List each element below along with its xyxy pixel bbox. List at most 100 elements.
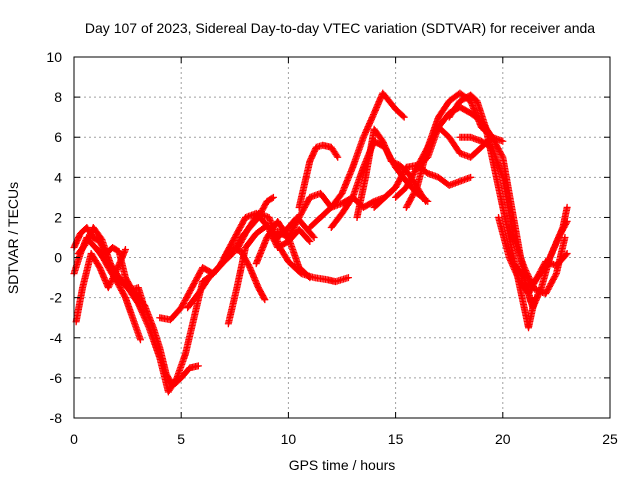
data-point [139, 310, 147, 318]
data-point [138, 307, 146, 315]
plot-frame [73, 56, 611, 419]
data-point [362, 127, 370, 135]
y-tick-label: 10 [46, 49, 62, 65]
data-point [306, 238, 314, 246]
y-tick-label: -4 [50, 330, 63, 346]
data-point [334, 153, 342, 161]
data-point [367, 117, 375, 125]
data-point [138, 309, 146, 317]
data-point [86, 229, 94, 237]
data-point [143, 319, 151, 327]
data-point [467, 173, 475, 181]
grid-lines [74, 57, 610, 418]
y-tick-label: 8 [54, 89, 62, 105]
data-point [563, 250, 571, 258]
data-point [140, 312, 148, 320]
data-point [83, 237, 91, 245]
data-point [121, 246, 129, 254]
data-point [137, 306, 145, 314]
x-tick-label: 15 [388, 431, 404, 447]
data-point [81, 240, 89, 248]
axis-ticks: 0 5 10 15 20 25 -8 -6 -4 -2 0 2 4 6 8 10 [46, 49, 618, 447]
y-tick-label: -2 [50, 290, 63, 306]
y-tick-label: 2 [54, 209, 62, 225]
data-point [81, 242, 89, 250]
x-tick-label: 25 [602, 431, 618, 447]
data-series [233, 209, 352, 286]
data-series [295, 141, 342, 211]
data-point [85, 232, 93, 240]
data-point [106, 281, 114, 289]
y-axis-label: SDTVAR / TECUs [5, 182, 21, 294]
data-point [399, 112, 407, 120]
data-point [561, 234, 569, 241]
data-point [369, 112, 377, 120]
data-point [363, 124, 371, 132]
data-point [310, 234, 318, 241]
data-point [268, 194, 276, 202]
data-point [108, 276, 116, 284]
data-point [421, 196, 429, 204]
y-tick-label: -6 [50, 370, 63, 386]
data-point [359, 133, 367, 141]
y-tick-label: 4 [54, 169, 62, 185]
data-point [365, 121, 373, 129]
data-point [361, 130, 369, 138]
data-point [104, 284, 112, 292]
data-point [107, 278, 115, 286]
y-tick-label: 6 [54, 129, 62, 145]
data-point [134, 300, 142, 308]
data-point [141, 315, 149, 323]
data-point [514, 273, 522, 281]
data-point [368, 114, 376, 122]
data-point [260, 294, 268, 302]
data-series [91, 244, 217, 396]
data-point [506, 255, 514, 263]
data-point [360, 132, 368, 140]
data-point [142, 318, 150, 326]
data-point [82, 239, 90, 247]
data-point [144, 322, 152, 330]
data-point [86, 231, 94, 239]
data-point [84, 236, 92, 244]
data-point [552, 271, 560, 279]
data-series [72, 246, 129, 326]
data-point [135, 301, 143, 309]
x-tick-label: 20 [495, 431, 511, 447]
data-point [400, 113, 408, 121]
y-tick-label: 0 [54, 250, 62, 266]
data-series [456, 133, 569, 298]
data-series [445, 91, 539, 332]
data-point [364, 123, 372, 131]
x-tick-label: 0 [70, 431, 78, 447]
data-point [84, 234, 92, 242]
x-tick-label: 10 [281, 431, 297, 447]
data-point [363, 126, 371, 134]
data-point [309, 232, 317, 240]
data-point [498, 152, 506, 160]
data-point [136, 336, 144, 344]
data-point [136, 303, 144, 311]
data-point [365, 120, 373, 128]
data-point [333, 152, 341, 160]
data-point [140, 313, 148, 321]
data-point [144, 321, 152, 329]
data-point [505, 254, 513, 262]
data-point [261, 296, 269, 304]
data-point [136, 304, 144, 312]
data-point [106, 279, 114, 287]
data-marks [70, 89, 571, 396]
x-tick-label: 5 [177, 431, 185, 447]
data-point [515, 275, 523, 283]
data-series [306, 89, 408, 231]
chart-title: Day 107 of 2023, Sidereal Day-to-day VTE… [85, 20, 595, 36]
x-axis-label: GPS time / hours [289, 457, 396, 473]
data-point [361, 129, 369, 137]
data-point [194, 362, 202, 370]
data-point [367, 115, 375, 123]
data-point [563, 203, 571, 211]
data-point [422, 197, 430, 205]
data-point [105, 282, 113, 290]
data-point [562, 251, 570, 259]
data-point [142, 316, 150, 324]
